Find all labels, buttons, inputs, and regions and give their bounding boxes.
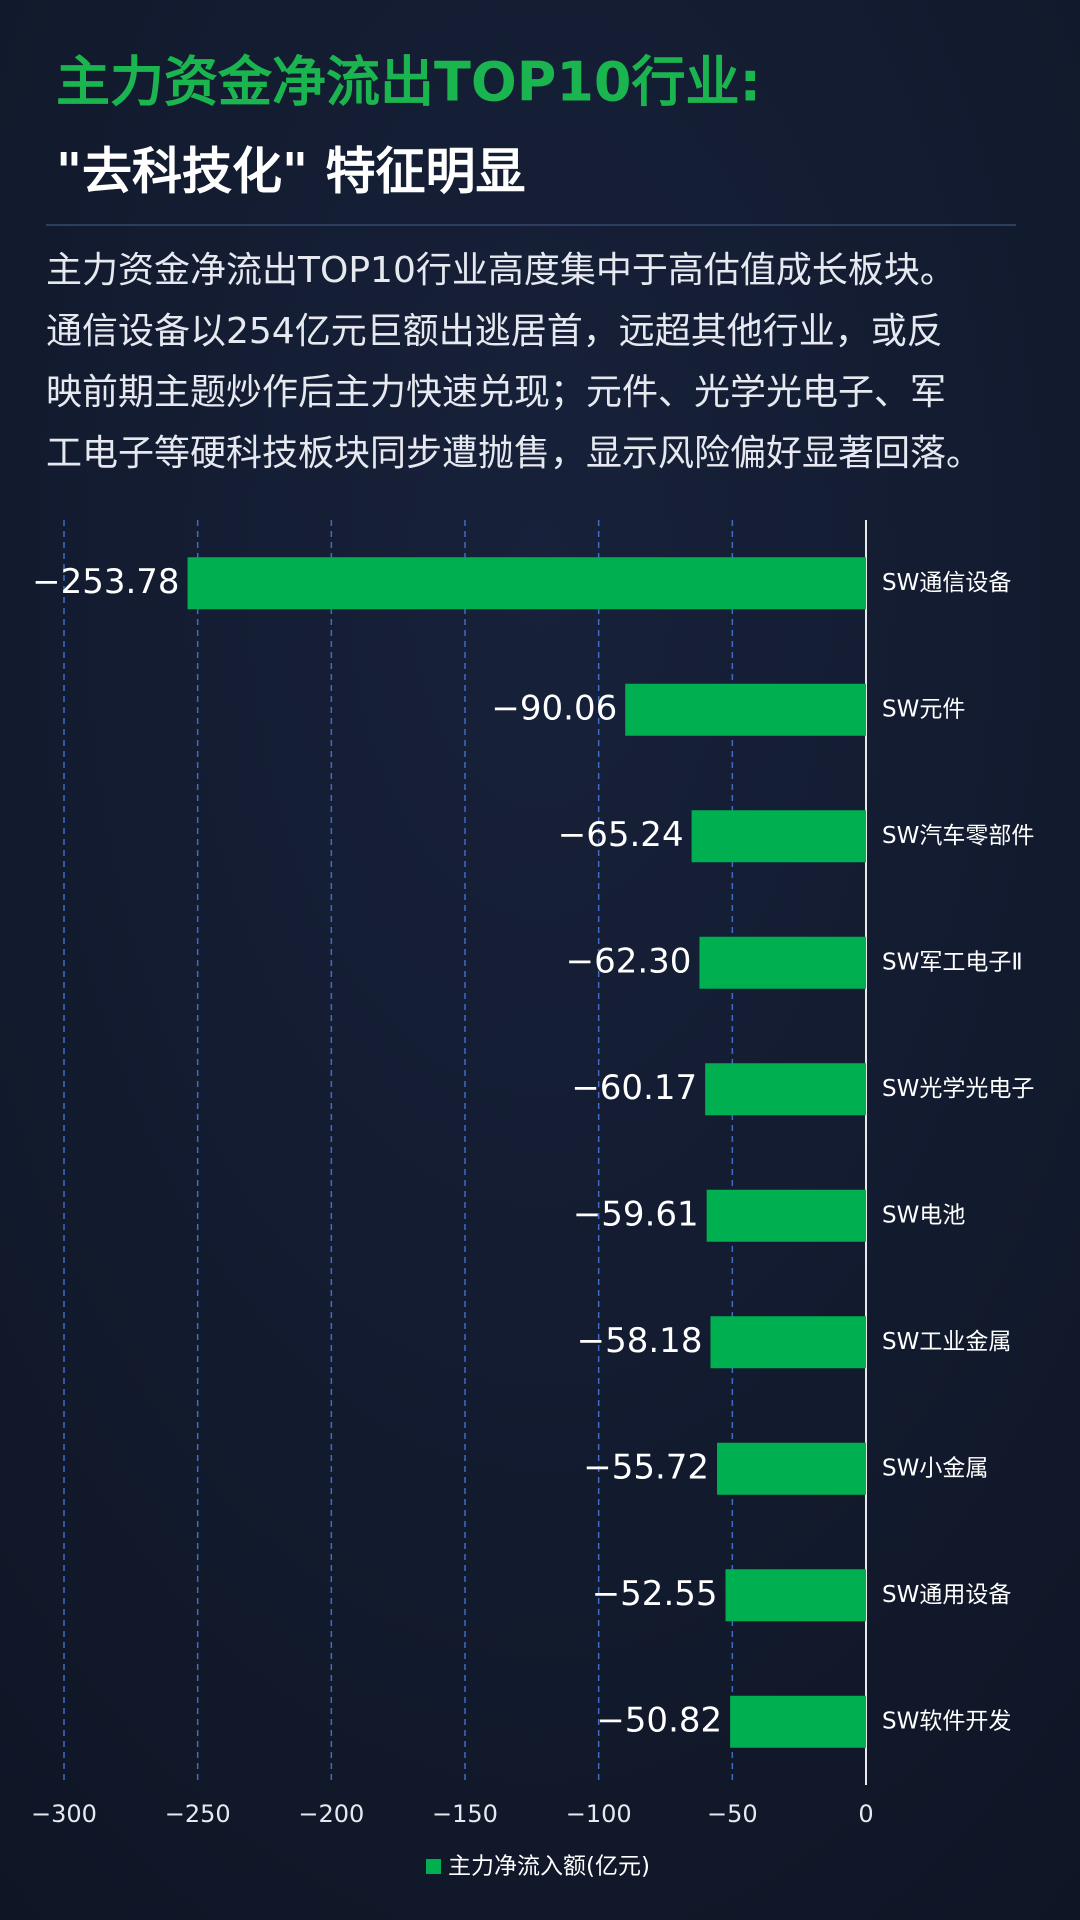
bar [710, 1316, 866, 1369]
category-label: SW通用设备 [882, 1582, 1011, 1608]
value-label: −59.61 [573, 1194, 699, 1234]
bar [706, 1189, 866, 1242]
x-tick-label: −50 [707, 1800, 758, 1828]
bar [625, 683, 866, 736]
category-label: SW软件开发 [882, 1708, 1011, 1734]
title: 主力资金净流出TOP10行业: [56, 51, 761, 114]
value-label: −50.82 [596, 1700, 722, 1740]
x-tick-label: −200 [298, 1800, 364, 1828]
x-tick-label: −150 [432, 1800, 498, 1828]
legend-label: 主力净流入额(亿元) [448, 1854, 650, 1880]
value-label: −62.30 [566, 941, 692, 981]
category-label: SW光学光电子 [882, 1076, 1034, 1102]
description-line: 通信设备以254亿元巨额出逃居首，远超其他行业，或反 [46, 311, 943, 352]
bar [691, 810, 866, 863]
bar [699, 936, 866, 989]
value-label: −55.72 [583, 1447, 709, 1487]
category-label: SW汽车零部件 [882, 823, 1034, 849]
category-label: SW元件 [882, 696, 965, 722]
value-label: −65.24 [558, 815, 684, 855]
bar [705, 1063, 866, 1116]
description-line: 工电子等硬科技板块同步遭抛售，显示风险偏好显著回落。 [46, 433, 982, 474]
x-tick-label: −250 [165, 1800, 231, 1828]
bar [725, 1569, 866, 1622]
value-label: −253.78 [32, 562, 179, 602]
category-label: SW军工电子Ⅱ [882, 949, 1023, 975]
x-tick-label: −100 [566, 1800, 632, 1828]
value-label: −58.18 [577, 1321, 703, 1361]
bar [187, 557, 866, 610]
value-label: −52.55 [592, 1574, 718, 1614]
legend-swatch [426, 1859, 441, 1874]
bar [717, 1442, 866, 1495]
bar [730, 1695, 866, 1748]
x-tick-label: 0 [858, 1800, 873, 1828]
description-line: 主力资金净流出TOP10行业高度集中于高估值成长板块。 [46, 250, 956, 291]
category-label: SW小金属 [882, 1455, 988, 1481]
value-label: −60.17 [571, 1068, 697, 1108]
category-label: SW通信设备 [882, 570, 1011, 596]
category-label: SW电池 [882, 1202, 965, 1228]
value-label: −90.06 [491, 688, 617, 728]
category-label: SW工业金属 [882, 1329, 1011, 1355]
subtitle: "去科技化" 特征明显 [56, 143, 526, 201]
description-line: 映前期主题炒作后主力快速兑现；元件、光学光电子、军 [46, 372, 946, 413]
x-tick-label: −300 [31, 1800, 97, 1828]
